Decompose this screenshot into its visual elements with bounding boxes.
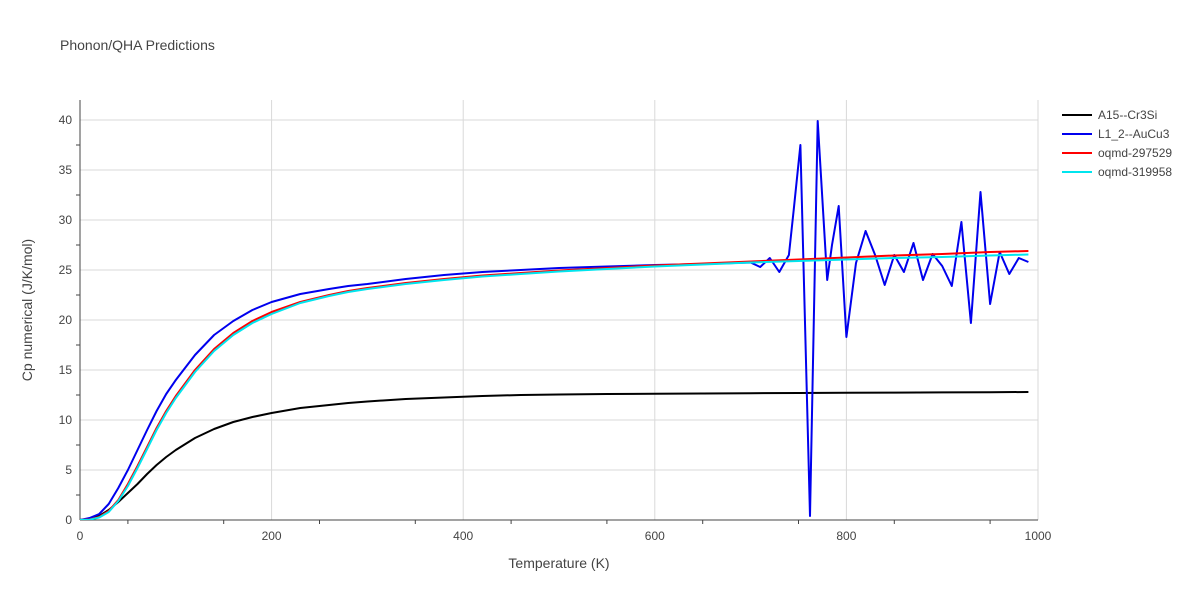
- x-tick-label: 400: [453, 529, 473, 543]
- x-tick-label: 600: [645, 529, 665, 543]
- y-tick-label: 25: [59, 263, 73, 277]
- series-line-a15-cr3si: [80, 391, 1029, 520]
- chart-title: Phonon/QHA Predictions: [60, 37, 215, 53]
- legend-item[interactable]: oqmd-297529: [1062, 146, 1172, 160]
- legend-label: L1_2--AuCu3: [1098, 127, 1170, 141]
- series-line-oqmd-319958: [80, 253, 1029, 520]
- x-tick-label: 0: [77, 529, 84, 543]
- x-axis-label: Temperature (K): [508, 555, 609, 571]
- y-tick-label: 0: [65, 513, 72, 527]
- axes: 0 200 400 600 800 1000 0 5 10 15 20 25 30 35 40: [59, 100, 1052, 543]
- legend-item[interactable]: A15--Cr3Si: [1062, 108, 1157, 122]
- y-tick-label: 10: [59, 413, 73, 427]
- y-tick-label: 20: [59, 313, 73, 327]
- legend-item[interactable]: L1_2--AuCu3: [1062, 127, 1170, 141]
- legend-item[interactable]: oqmd-319958: [1062, 165, 1172, 179]
- y-tick-label: 40: [59, 113, 73, 127]
- legend-label: oqmd-319958: [1098, 165, 1172, 179]
- y-tick-label: 5: [65, 463, 72, 477]
- y-tick-label: 30: [59, 213, 73, 227]
- y-axis-label: Cp numerical (J/K/mol): [19, 239, 35, 381]
- x-tick-label: 1000: [1025, 529, 1052, 543]
- y-tick-label: 35: [59, 163, 73, 177]
- y-tick-label: 15: [59, 363, 73, 377]
- x-tick-label: 800: [836, 529, 856, 543]
- legend[interactable]: A15--Cr3Si L1_2--AuCu3 oqmd-297529 oqmd-319…: [1062, 108, 1172, 179]
- legend-label: A15--Cr3Si: [1098, 108, 1157, 122]
- legend-label: oqmd-297529: [1098, 146, 1172, 160]
- x-tick-label: 200: [262, 529, 282, 543]
- series-lines: [80, 120, 1029, 520]
- plot-area: [80, 120, 1029, 520]
